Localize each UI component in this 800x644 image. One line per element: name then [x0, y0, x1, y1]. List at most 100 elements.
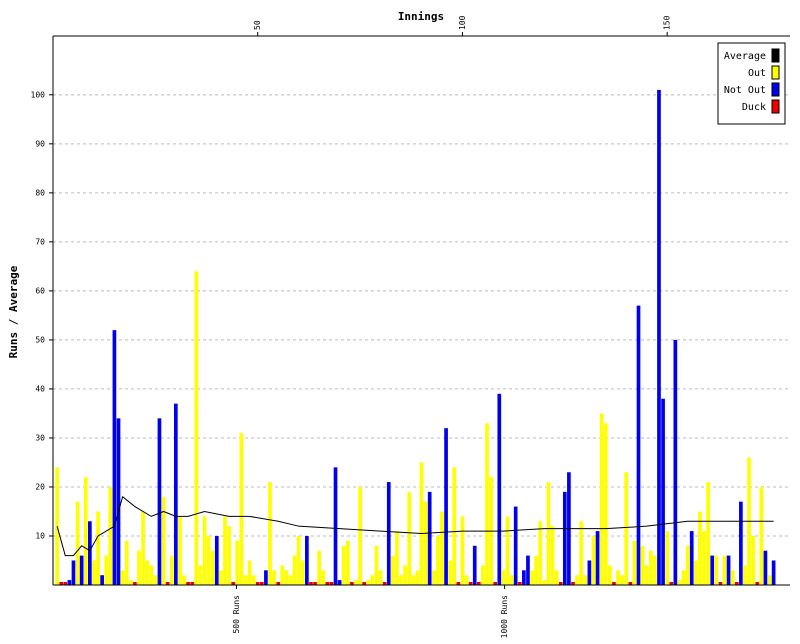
y-tick-label: 50 [35, 335, 45, 344]
bar [526, 555, 530, 585]
average-line [56, 495, 774, 557]
bar [366, 580, 371, 585]
bar [620, 575, 624, 585]
bar [112, 330, 117, 585]
bar [509, 575, 514, 585]
bar [730, 570, 735, 585]
bar [214, 535, 219, 585]
bar [448, 560, 453, 585]
y-tick-label: 20 [35, 482, 45, 491]
bar [280, 565, 285, 585]
bar [374, 545, 379, 585]
bar [693, 560, 698, 585]
bar [321, 570, 326, 585]
bar [554, 570, 559, 585]
bar [313, 582, 317, 585]
bar [317, 550, 321, 585]
bar [456, 582, 461, 585]
bar [305, 535, 309, 585]
y-tick-label: 30 [35, 433, 45, 442]
bar [341, 545, 346, 585]
bar [608, 565, 612, 585]
bar [190, 582, 195, 585]
bar [198, 565, 203, 585]
bar [145, 560, 150, 585]
bar [79, 555, 84, 585]
bar [370, 575, 375, 585]
bar [337, 580, 342, 585]
bar [83, 477, 88, 585]
bar [542, 580, 547, 585]
bar [231, 582, 235, 585]
bar [767, 575, 772, 585]
bar [587, 560, 592, 585]
bar [759, 486, 764, 585]
bar [407, 491, 412, 585]
bar [501, 570, 506, 585]
bar [718, 582, 723, 585]
bar [714, 555, 719, 585]
bar [264, 570, 268, 585]
bar [575, 575, 579, 585]
bar [157, 418, 162, 585]
bar [734, 582, 739, 585]
bar [415, 570, 420, 585]
bar [300, 560, 305, 585]
bar [128, 580, 133, 585]
bar [243, 575, 248, 585]
bar [411, 575, 416, 585]
legend-label: Not Out [724, 85, 766, 96]
bar [562, 491, 567, 585]
y-tick-label: 100 [31, 90, 46, 99]
bar [681, 570, 686, 585]
bar [632, 540, 637, 585]
bar [661, 398, 665, 585]
bars [55, 89, 776, 585]
bar [292, 555, 297, 585]
bar [296, 535, 301, 585]
bar [427, 491, 432, 585]
bar [493, 582, 498, 585]
bar [108, 486, 113, 585]
bar [624, 472, 629, 585]
bar [698, 511, 702, 585]
bar [423, 501, 428, 585]
y-tick-label: 70 [35, 237, 45, 246]
bar [497, 393, 502, 585]
bar [255, 582, 260, 585]
y-tick-label: 10 [35, 531, 45, 540]
bar [124, 540, 129, 585]
bar [722, 555, 727, 585]
bar [616, 570, 620, 585]
bar [419, 462, 424, 585]
bar [165, 582, 170, 585]
bar [173, 403, 178, 585]
bar [92, 560, 96, 585]
bar [194, 271, 199, 585]
bar [648, 550, 653, 585]
bar [743, 565, 747, 585]
bar [636, 305, 641, 585]
bar [219, 570, 223, 585]
bar [534, 555, 538, 585]
bar [763, 550, 768, 585]
bar [96, 511, 100, 585]
bar [579, 521, 584, 585]
bar [431, 570, 436, 585]
bar [149, 565, 154, 585]
bar [104, 555, 109, 585]
bar [685, 545, 690, 585]
bar [133, 582, 137, 585]
bar [329, 582, 334, 585]
bar [530, 570, 534, 585]
bar [227, 526, 231, 585]
y-tick-label: 90 [35, 139, 45, 148]
bar [309, 582, 313, 585]
bar [485, 423, 489, 585]
legend-swatch [771, 48, 780, 63]
legend: Average Out Not Out Duck [717, 42, 786, 125]
bar [350, 582, 354, 585]
bar [599, 413, 604, 585]
bar [67, 580, 72, 585]
bar [640, 545, 645, 585]
